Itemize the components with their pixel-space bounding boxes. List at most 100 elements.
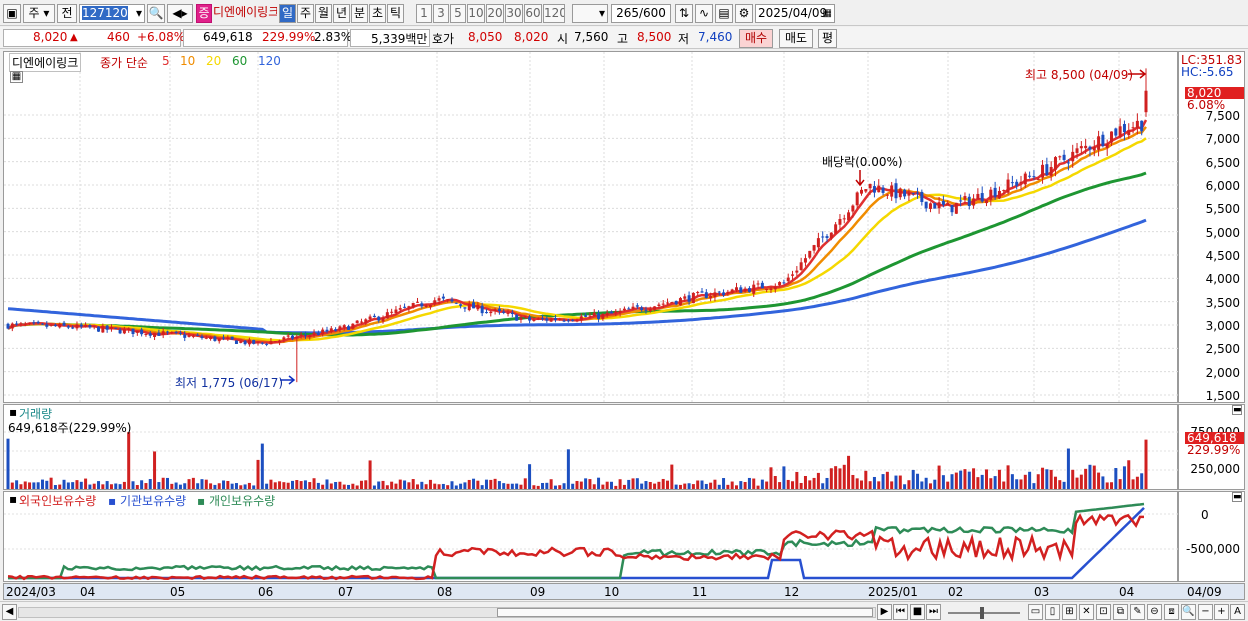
scroll-track[interactable] [18, 607, 876, 618]
type-select[interactable]: 주 ▾ [23, 4, 55, 23]
sell-button[interactable]: 매도 [779, 29, 813, 48]
code-input[interactable]: 127120 ▾ [79, 4, 145, 23]
copy-icon[interactable]: ⧉ [1113, 604, 1128, 620]
interval-button[interactable]: 60 [524, 4, 542, 23]
period-tab[interactable]: 초 [369, 4, 386, 23]
price-pane[interactable]: 디엔에이링크 종가 단순 5 10 20 60 120 ▦ 최고 8,500 (04/0… [3, 51, 1179, 404]
interval-button[interactable]: 3 [433, 4, 449, 23]
ma-line-20 [7, 137, 1147, 342]
table-icon[interactable]: ▦ [10, 71, 23, 83]
candle-body [653, 306, 657, 310]
period-tab[interactable]: 틱 [387, 4, 404, 23]
interval-button[interactable]: 30 [505, 4, 523, 23]
interval-button[interactable]: 120 [543, 4, 565, 23]
gear-icon[interactable]: ⚙ [735, 4, 753, 23]
window-copy-icon[interactable]: ⧈ [1164, 604, 1179, 620]
holding-pane[interactable]: ▪ 외국인보유수량 ▪ 기관보유수량 ▪ 개인보유수량 [3, 491, 1179, 582]
period-tab[interactable]: 년 [333, 4, 350, 23]
candle-body [403, 306, 407, 308]
volume-pane[interactable]: ▪ 거래량 649,618주(229.99%) [3, 404, 1179, 490]
stock-name: 디엔에이링크 [213, 5, 277, 19]
rewind-icon[interactable]: ⏮ [893, 604, 908, 620]
scroll-left-icon[interactable]: ◀ [2, 604, 17, 620]
volume-bar [278, 481, 282, 489]
volume-bar [1144, 439, 1148, 489]
candle-body [127, 328, 131, 330]
link-icon[interactable]: ⊖ [1147, 604, 1162, 620]
save-icon[interactable]: ▤ [715, 4, 733, 23]
volume-bar [885, 471, 889, 489]
volume-bar [523, 478, 527, 489]
scroll-right-icon[interactable]: ▶ [877, 604, 892, 620]
volume-bar [743, 481, 747, 489]
volume-bar [566, 449, 570, 489]
prev-button[interactable]: 전 [57, 4, 77, 23]
candle-body [571, 319, 575, 321]
volume-bar [131, 481, 135, 489]
volume-bar [864, 470, 868, 489]
period-tab[interactable]: 일 [279, 4, 296, 23]
maximize-icon[interactable]: ▬ [1232, 405, 1242, 415]
candle-body [390, 311, 394, 313]
candle-body [704, 292, 708, 299]
font-size-icon[interactable]: A [1230, 604, 1245, 620]
forward-icon[interactable]: ⏭ [926, 604, 941, 620]
plus-icon[interactable]: + [1214, 604, 1229, 620]
chart-tool-icon[interactable]: ⇅ [675, 4, 693, 23]
interval-button[interactable]: 10 [467, 4, 485, 23]
period-tab[interactable]: 분 [351, 4, 368, 23]
window-icon[interactable]: ▣ [3, 4, 21, 23]
volume-bar [19, 484, 23, 489]
volume-bar [571, 483, 575, 489]
minus-icon[interactable]: − [1198, 604, 1213, 620]
search-icon[interactable]: 🔍 [147, 4, 165, 23]
pen-icon[interactable]: ✎ [1130, 604, 1145, 620]
date-label: 11 [692, 585, 708, 599]
candle-body [980, 193, 984, 202]
volume-bar [868, 481, 872, 489]
candle-body [644, 309, 648, 311]
interval-button[interactable]: 5 [450, 4, 466, 23]
split-icon[interactable]: ▯ [1045, 604, 1060, 620]
date-label: 08 [437, 585, 453, 599]
price-change: 460 [107, 30, 130, 44]
volume-bar [269, 479, 273, 489]
crosshair-icon[interactable]: ✕ [1079, 604, 1094, 620]
volume-bar [881, 474, 885, 489]
volume-bar [618, 479, 622, 489]
volume-bar [463, 482, 467, 489]
candle-body [648, 309, 652, 311]
interval-select[interactable]: ▾ [572, 4, 608, 23]
volume-axis: ▬ 750,000 649,618 229.99% 250,000 [1178, 404, 1245, 490]
price-tick: 4,500 [1205, 249, 1240, 263]
scroll-thumb[interactable] [497, 608, 873, 617]
ma-line-120 [7, 218, 1147, 335]
interval-button[interactable]: 20 [486, 4, 504, 23]
volume-bar [644, 481, 648, 489]
zoom-icon[interactable]: 🔍 [1181, 604, 1196, 620]
candle-body [411, 303, 415, 308]
candle-body [584, 315, 588, 317]
candle-body [467, 303, 471, 311]
volume-bar [575, 480, 579, 489]
compare-icon[interactable]: ⊞ [1062, 604, 1077, 620]
draw-icon[interactable]: ⊡ [1096, 604, 1111, 620]
count-input[interactable]: 265/600 [611, 4, 671, 23]
zoom-slider[interactable] [948, 607, 1020, 619]
stop-icon[interactable]: ■ [910, 604, 925, 620]
buy-button[interactable]: 매수 [739, 29, 773, 48]
date-input[interactable]: 2025/04/09 ▦ [755, 4, 835, 23]
volume-bar [295, 480, 299, 489]
speaker-icon[interactable]: ◀▸ [167, 4, 193, 23]
candle-body [954, 202, 958, 214]
period-tab[interactable]: 월 [315, 4, 332, 23]
period-tab[interactable]: 주 [297, 4, 314, 23]
interval-button[interactable]: 1 [416, 4, 432, 23]
volume-bar [433, 483, 437, 489]
maximize-icon[interactable]: ▬ [1232, 492, 1242, 502]
eval-button[interactable]: 평 [818, 29, 837, 48]
candle-body [191, 335, 195, 337]
overlay-icon[interactable]: ∿ [695, 4, 713, 23]
layout-icon[interactable]: ▭ [1028, 604, 1043, 620]
candle-body [105, 325, 109, 330]
